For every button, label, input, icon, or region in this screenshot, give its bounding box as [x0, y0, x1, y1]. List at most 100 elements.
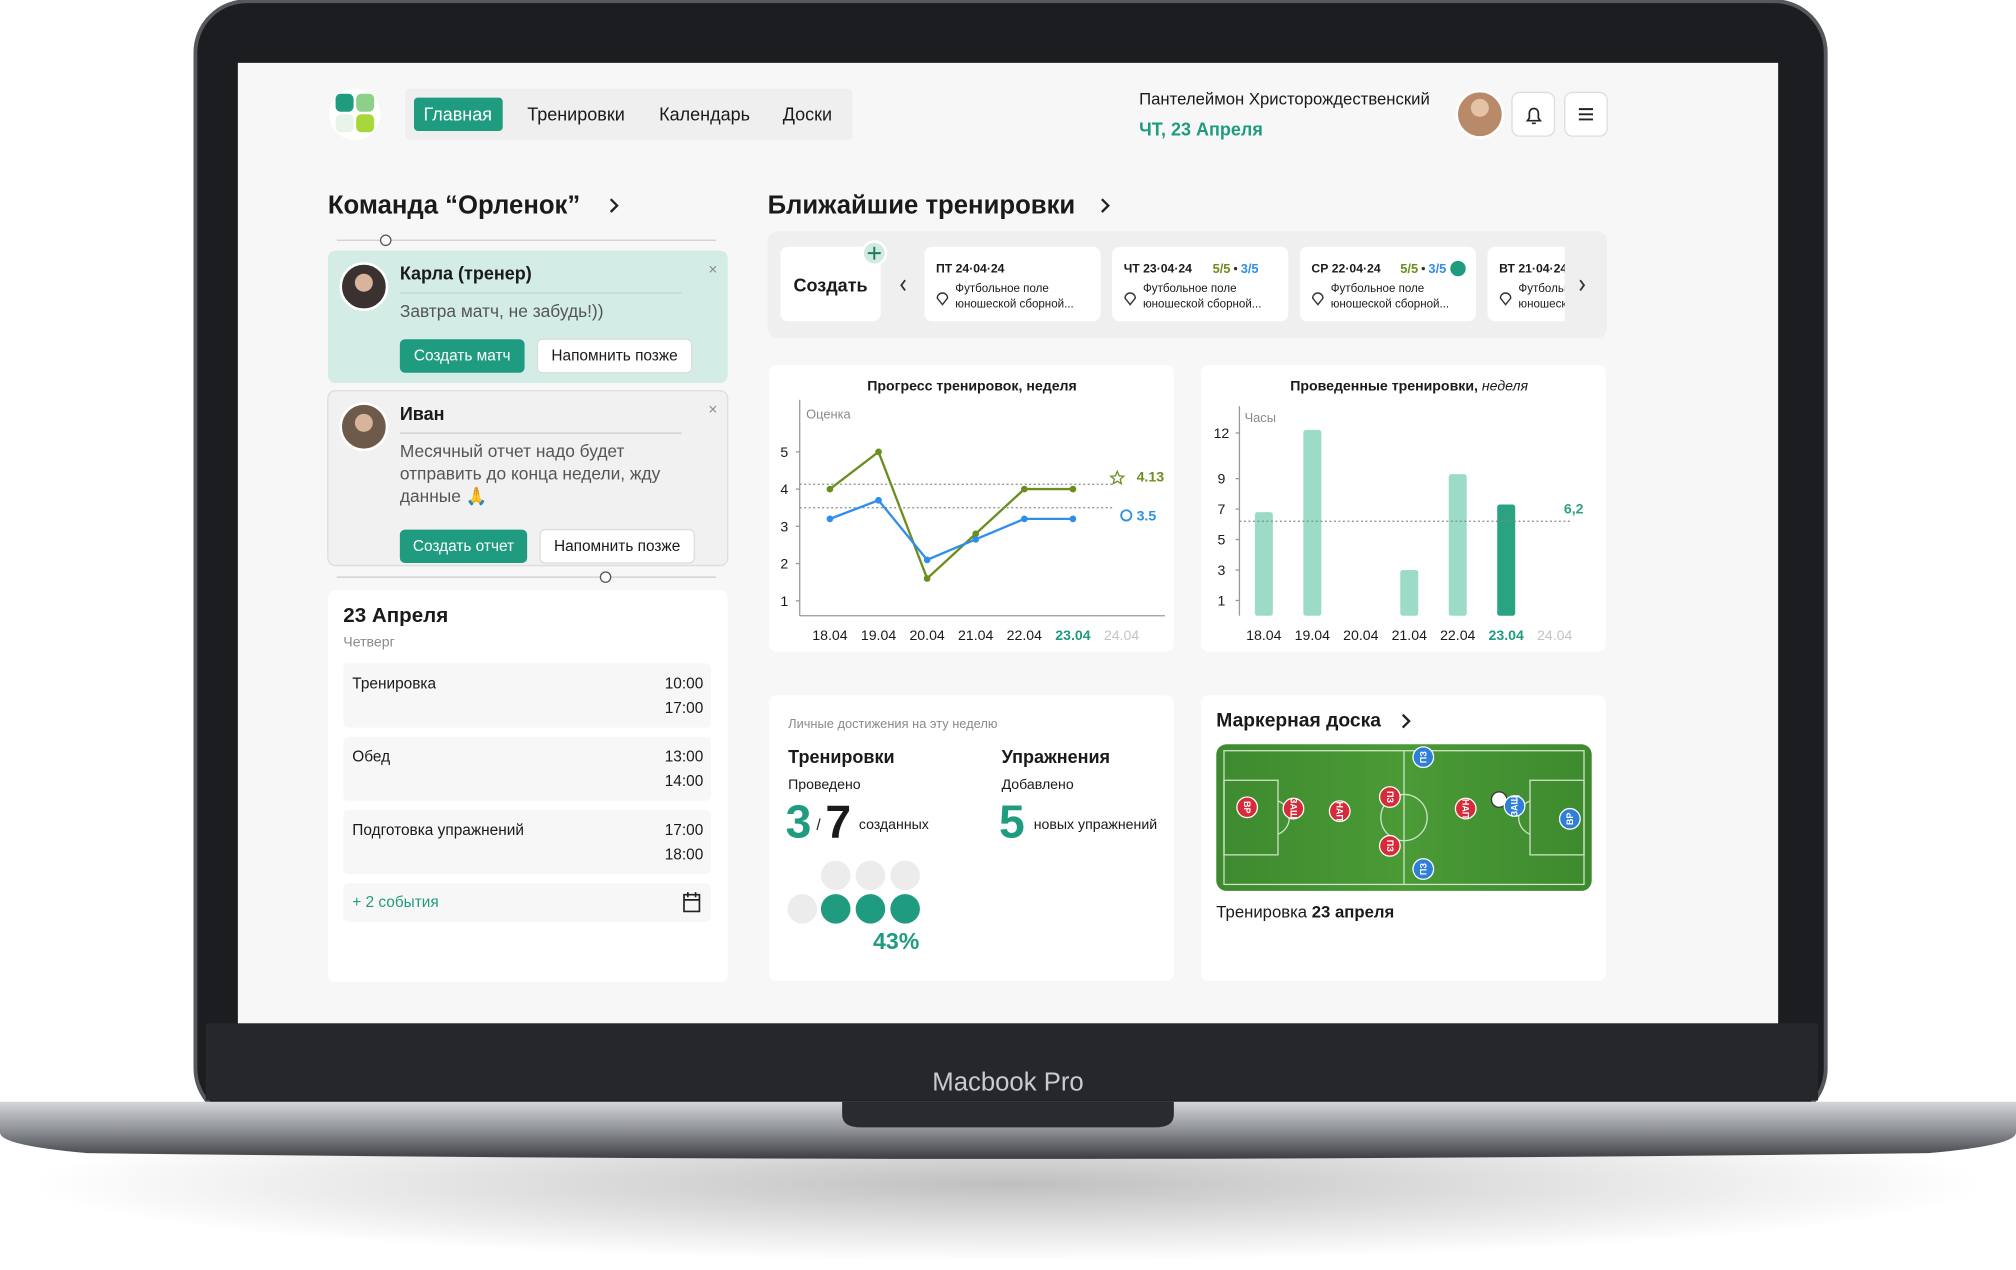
- event-time: 18:00: [665, 846, 704, 863]
- team-title[interactable]: Команда “Орленок”: [328, 192, 580, 220]
- pin-icon: [1124, 292, 1136, 306]
- separator: /: [816, 817, 821, 834]
- score-dot: [1421, 266, 1425, 271]
- score: 3/5: [1241, 261, 1259, 276]
- author: Иван: [400, 404, 445, 424]
- notch: [842, 1101, 1174, 1128]
- score: 5/5: [1213, 261, 1231, 276]
- player[interactable]: [1282, 797, 1305, 820]
- more-events[interactable]: + 2 события: [352, 894, 438, 911]
- average-label: 3.5: [1137, 507, 1157, 523]
- primary-button[interactable]: [399, 339, 525, 373]
- x-tick-label: 18.04: [812, 627, 847, 643]
- training-card[interactable]: [1299, 246, 1476, 322]
- player[interactable]: [1328, 800, 1351, 823]
- axis-label: Оценка: [806, 406, 851, 421]
- x-tick-label: 19.04: [1295, 627, 1330, 643]
- nav-active[interactable]: [414, 97, 503, 131]
- ball: [379, 234, 392, 247]
- player[interactable]: [1558, 807, 1581, 830]
- player[interactable]: [1378, 786, 1401, 808]
- subtitle: неделя: [1482, 378, 1529, 394]
- training-card[interactable]: [924, 246, 1101, 322]
- event-row[interactable]: [343, 736, 711, 801]
- player[interactable]: [1503, 795, 1526, 817]
- y-tick-label: 3: [1217, 562, 1225, 578]
- nav-item[interactable]: Тренировки: [527, 104, 625, 124]
- nav-item[interactable]: Доски: [783, 104, 832, 124]
- player[interactable]: [1378, 834, 1401, 857]
- create-label[interactable]: Создать: [794, 275, 868, 295]
- card-date: ЧТ 23·04·24: [1124, 262, 1192, 276]
- training-card[interactable]: [1112, 246, 1289, 322]
- event-row[interactable]: [343, 809, 711, 875]
- pin-icon: [1312, 292, 1324, 306]
- player[interactable]: [1412, 746, 1435, 769]
- chevron[interactable]: [609, 198, 619, 213]
- point: [1020, 515, 1028, 523]
- bezel: [205, 1023, 1819, 1101]
- board-caption: Тренировка 23 апреля: [1216, 902, 1394, 921]
- event-row[interactable]: [343, 663, 711, 728]
- calendar-icon[interactable]: [683, 892, 701, 913]
- y-tick-label: 7: [1217, 501, 1225, 517]
- y-tick-label: 12: [1214, 425, 1230, 441]
- bar: [1254, 512, 1273, 616]
- player[interactable]: [1454, 797, 1477, 820]
- average-icon: [1109, 469, 1126, 486]
- nav-item[interactable]: Главная: [423, 104, 492, 124]
- point: [1020, 485, 1028, 493]
- chevron[interactable]: [1401, 713, 1411, 729]
- player-label: ПЗ: [1385, 840, 1395, 852]
- nav-item[interactable]: Календарь: [659, 104, 750, 124]
- caption-date: 23 апреля: [1312, 902, 1394, 921]
- schedule-weekday: Четверг: [343, 633, 394, 649]
- message-line: Завтра матч, не забудь!)): [400, 301, 604, 321]
- close[interactable]: ×: [708, 402, 717, 419]
- chevron[interactable]: [1101, 198, 1110, 213]
- player[interactable]: [1412, 858, 1435, 880]
- card-place: Футбольное поле: [1518, 283, 1612, 295]
- score: 5/5: [1400, 261, 1418, 276]
- done-dot: [820, 894, 851, 924]
- secondary-button[interactable]: [536, 338, 693, 374]
- player-label: ПЗ: [1385, 791, 1395, 803]
- button-label[interactable]: Создать матч: [414, 348, 511, 365]
- button-label[interactable]: Напомнить позже: [551, 348, 677, 365]
- event-name: Подготовка упражнений: [352, 822, 524, 839]
- nav-bar: [405, 88, 853, 140]
- total-count: 7: [825, 795, 851, 847]
- point: [1069, 515, 1077, 523]
- author: Карла (тренер): [400, 264, 532, 284]
- title: Проведенные тренировки,: [1290, 378, 1478, 394]
- axis-label: Часы: [1245, 410, 1276, 425]
- secondary-button[interactable]: [539, 528, 695, 564]
- event-time: 13:00: [665, 749, 704, 766]
- pin-icon: [936, 292, 949, 306]
- card-date: ПТ 24·04·24: [936, 262, 1005, 276]
- create-button[interactable]: [780, 246, 881, 322]
- player[interactable]: [1236, 796, 1259, 819]
- bell-button[interactable]: [1511, 91, 1556, 137]
- x-tick-label: 22.04: [1007, 627, 1042, 643]
- plus-icon: [867, 246, 881, 260]
- next-arrow[interactable]: [1579, 279, 1586, 291]
- button-label[interactable]: Напомнить позже: [554, 538, 680, 555]
- more-row[interactable]: [343, 883, 711, 922]
- button-label[interactable]: Создать отчет: [413, 538, 514, 555]
- player-label: ЗАЩ: [1288, 798, 1298, 820]
- event-time: 14:00: [665, 773, 704, 790]
- y-tick-label: 4: [780, 481, 788, 497]
- prev-arrow[interactable]: [900, 279, 906, 291]
- percent: 43%: [873, 928, 919, 954]
- section-title: Упражнения: [1002, 747, 1110, 767]
- board-title[interactable]: Маркерная доска: [1216, 711, 1381, 732]
- event-time: 17:00: [665, 700, 704, 717]
- date: ЧТ, 23 Апреля: [1139, 120, 1263, 140]
- trainings-title[interactable]: Ближайшие тренировки: [768, 192, 1076, 220]
- player-label: ЗАЩ: [1510, 795, 1520, 817]
- close[interactable]: ×: [708, 261, 717, 278]
- point: [972, 530, 980, 538]
- primary-button[interactable]: [399, 529, 528, 563]
